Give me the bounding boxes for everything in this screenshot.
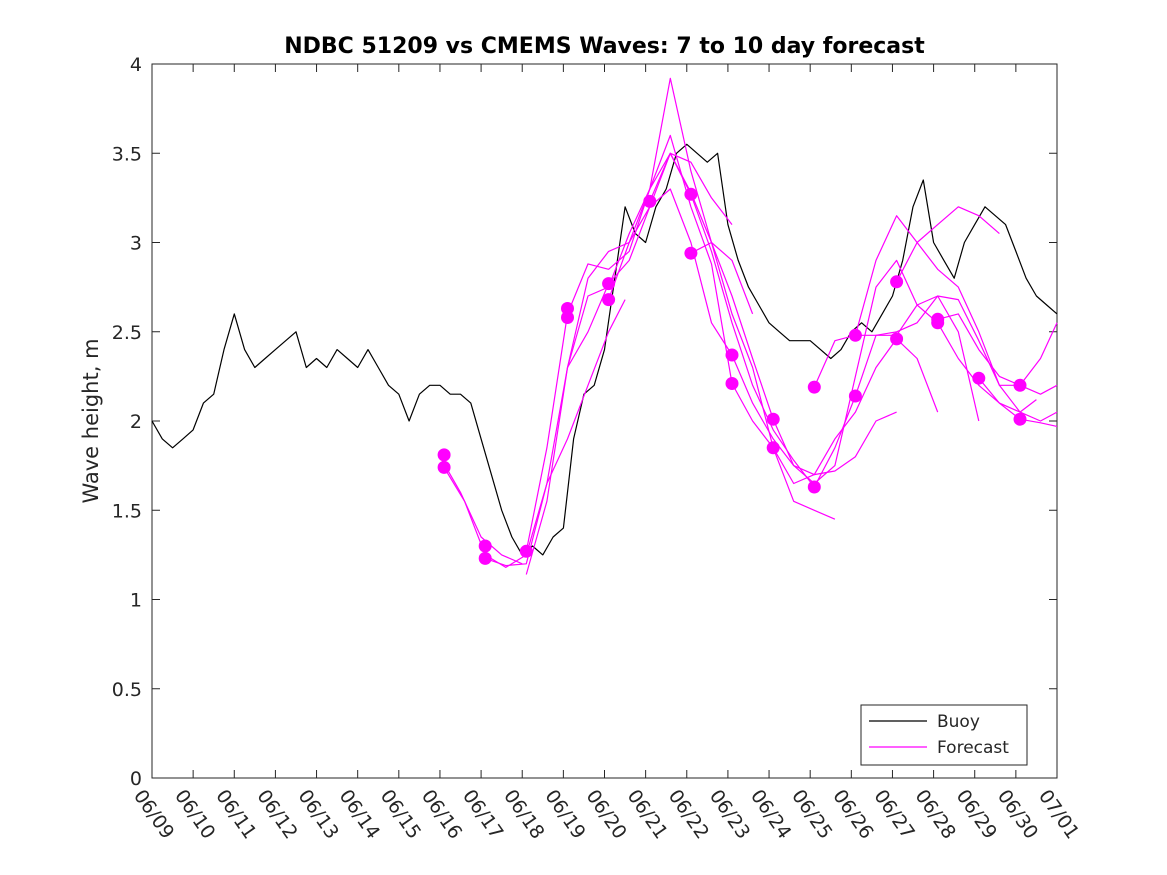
- y-tick-label: 2.5: [112, 322, 142, 344]
- x-tick-label: 06/11: [211, 786, 260, 843]
- x-tick-label: 06/18: [499, 786, 548, 843]
- x-tick-label: 06/24: [746, 786, 795, 843]
- y-tick-label: 1: [130, 590, 142, 612]
- forecast-series-line: [566, 188, 897, 476]
- x-tick-label: 06/20: [581, 786, 630, 843]
- forecast-series-line: [978, 377, 1058, 427]
- x-tick-label: 06/17: [458, 786, 507, 843]
- x-tick-label: 06/14: [335, 786, 384, 843]
- legend-entry: Buoy: [937, 712, 980, 732]
- x-tick-label: 06/15: [376, 786, 425, 843]
- x-tick-label: 06/09: [129, 786, 178, 843]
- forecast-start-marker: [437, 448, 451, 462]
- y-tick-label: 0.5: [112, 679, 142, 701]
- x-tick-label: 06/29: [952, 786, 1001, 843]
- x-tick-label: 06/28: [911, 786, 960, 843]
- y-tick-label: 2: [130, 411, 142, 433]
- legend: Buoy Forecast: [860, 704, 1028, 766]
- forecast-series-line: [854, 215, 1058, 395]
- x-tick-label: 06/30: [993, 786, 1042, 843]
- y-axis-label: Wave height, m: [79, 338, 103, 503]
- legend-entry: Forecast: [937, 738, 1009, 758]
- y-tick-label: 3: [130, 233, 142, 255]
- chart-title: NDBC 51209 vs CMEMS Waves: 7 to 10 day f…: [284, 34, 925, 59]
- forecast-start-marker: [684, 246, 698, 260]
- forecast-start-marker: [478, 539, 492, 553]
- forecast-series-line: [608, 134, 939, 485]
- data-series: [151, 77, 1058, 575]
- x-tick-label: 06/27: [869, 786, 918, 843]
- y-tick-label: 1.5: [112, 500, 142, 522]
- buoy-series-line: [151, 143, 1058, 556]
- y-tick-label: 0: [130, 768, 142, 790]
- forecast-series-line: [896, 206, 1000, 283]
- x-tick-label: 06/26: [828, 786, 877, 843]
- forecast-series-line: [443, 299, 626, 568]
- x-tick-label: 06/21: [623, 786, 672, 843]
- x-tick-label: 06/12: [252, 786, 301, 843]
- x-tick-label: 06/10: [170, 786, 219, 843]
- x-tick-label: 06/25: [787, 786, 836, 843]
- x-tick-label: 06/22: [664, 786, 713, 843]
- x-tick-label: 07/01: [1034, 786, 1083, 843]
- forecast-series-line: [485, 152, 733, 567]
- axes-frame: [151, 63, 1058, 779]
- forecast-series-line: [439, 456, 523, 565]
- forecast-series-line: [649, 152, 980, 488]
- plot-area: [151, 63, 1058, 779]
- x-tick-label: 06/19: [540, 786, 589, 843]
- y-tick-label: 4: [130, 54, 142, 76]
- y-tick-label: 3.5: [112, 143, 142, 165]
- legend-box: [860, 704, 1028, 766]
- x-tick-label: 06/13: [294, 786, 343, 843]
- forecast-series-line: [525, 77, 754, 552]
- x-tick-label: 06/23: [705, 786, 754, 843]
- forecast-series-line: [690, 241, 1037, 485]
- x-tick-label: 06/16: [417, 786, 466, 843]
- forecast-series-line: [937, 313, 1058, 386]
